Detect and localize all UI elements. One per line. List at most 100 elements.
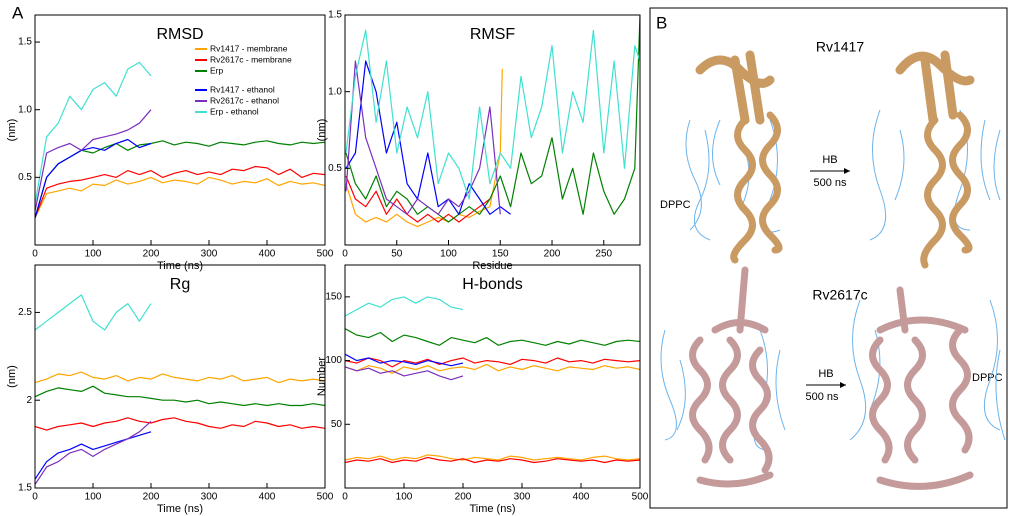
series-line [35,138,152,219]
chart-title: RMSF [470,26,516,43]
x-tick-label: 200 [143,492,160,503]
series-line [345,60,511,215]
plot-frame [34,264,326,489]
series-line [345,454,640,461]
series-line [35,431,152,480]
series-line [345,175,491,223]
plot-area [345,15,640,228]
chart: 0 50 100 150 200 250 0.5 1.0 1.5 RMSF Residue (nm) [316,10,641,272]
series-line [345,15,640,223]
series-line [345,366,464,381]
panel-frame [649,7,1008,509]
series-line [345,60,501,215]
panel-b: B Rv1417 Rv2617c DPPC DPPC HB 500 ns HB … [649,7,1008,509]
x-tick-label: 400 [573,492,590,503]
chart: 0 100 200 300 400 500 1.5 2 2.5 Rg Time (ns) (nm) [6,264,334,515]
y-tick-label: 0.5 [18,172,32,183]
series-line [35,140,325,219]
y-axis-label: (nm) [6,365,18,388]
arrow-label: 500 ns [813,177,847,189]
x-tick-label: 500 [317,492,334,503]
protein-ribbon [695,50,975,269]
series-line [35,294,152,331]
legend-label: Rv2617c - membrane [210,54,292,64]
arrow-head [840,382,846,388]
y-tick-label: 1.0 [328,86,342,97]
arrow-label: HB [818,368,833,380]
arrow-label: 500 ns [805,391,839,403]
chart: 0 100 200 300 400 500 0.5 1.0 1.5 RMSD Time (ns) (n… [6,14,334,272]
chart-title: Rg [170,276,190,293]
plot-frame [344,264,641,489]
plot-area [35,294,325,485]
x-tick-label: 400 [259,249,276,260]
x-tick-label: 100 [396,492,413,503]
series-line [35,420,152,485]
plot-frame [34,14,326,246]
series-line [345,328,640,346]
series-line [345,456,640,464]
x-axis-label: Residue [472,260,512,272]
legend-label: Rv1417 - membrane [210,43,288,53]
series-line [345,353,464,367]
y-tick-label: 150 [325,291,342,302]
x-tick-label: 100 [85,492,102,503]
panel-label: B [656,13,667,32]
series-line [35,165,325,219]
series-line [345,357,640,368]
x-tick-label: 500 [317,249,334,260]
protein-ribbon [689,266,974,490]
arrow-label: HB [822,154,837,166]
legend-label: Erp - ethanol [210,106,259,116]
y-tick-label: 0.5 [328,163,342,174]
arrow-head [844,168,850,174]
x-tick-label: 50 [391,249,403,260]
chart: 0 100 200 300 400 500 50 100 150 H-bonds Time (ns)… [316,264,649,515]
series-line [35,109,152,212]
x-tick-label: 200 [143,249,160,260]
x-tick-label: 300 [201,249,218,260]
x-tick-label: 0 [32,492,38,503]
x-tick-label: 300 [514,492,531,503]
protein-label: Rv1417 [816,39,864,55]
series-line [35,417,325,431]
y-tick-label: 1.5 [328,10,342,21]
x-tick-label: 150 [492,249,509,260]
x-axis-label: Time (ns) [469,503,515,515]
series-line [35,371,325,384]
series-line [35,176,325,219]
y-tick-label: 2.5 [18,307,32,318]
legend-label: Rv1417 - ethanol [210,84,275,94]
plot-area [345,296,640,464]
legend-label: Rv2617c - ethanol [210,95,279,105]
x-tick-label: 500 [632,492,649,503]
series-line [35,385,325,407]
y-axis-label: (nm) [6,119,18,142]
y-tick-label: 1.5 [18,37,32,48]
x-tick-label: 300 [201,492,218,503]
chart-title: RMSD [156,26,203,43]
series-line [345,29,640,200]
y-axis-label: Number [316,357,328,396]
x-tick-label: 200 [544,249,561,260]
x-tick-label: 0 [342,249,348,260]
chart-title: H-bonds [462,276,522,293]
series-line [35,61,152,205]
plot-area [35,61,325,219]
y-tick-label: 1.5 [18,483,32,494]
lipid-label: DPPC [660,199,691,211]
x-axis-label: Time (ns) [157,503,203,515]
series-line [345,296,464,317]
y-tick-label: 100 [325,355,342,366]
panel-label: A [12,3,24,22]
x-tick-label: 0 [32,249,38,260]
legend-label: Erp [210,65,224,75]
y-tick-label: 1.0 [18,104,32,115]
x-tick-label: 100 [85,249,102,260]
x-tick-label: 400 [259,492,276,503]
x-tick-label: 100 [440,249,457,260]
x-tick-label: 200 [455,492,472,503]
x-tick-label: 250 [595,249,612,260]
plot-frame [344,14,641,246]
